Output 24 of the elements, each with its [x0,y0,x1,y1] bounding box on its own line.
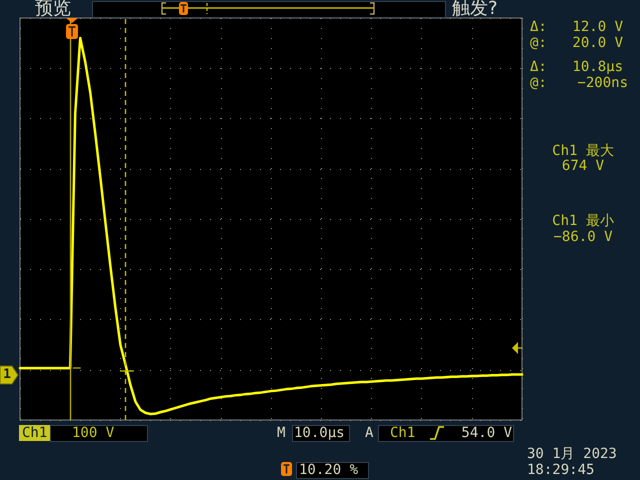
text: 54.0 V [461,425,512,441]
text: 触发? [452,0,498,19]
text: 100 V [72,425,114,441]
text: @: [530,75,547,91]
text: −86.0 V [553,229,613,245]
text: 20.0 V [572,35,623,51]
text: 30 1月 2023 [527,446,617,462]
text: Δ: [530,59,547,75]
text: Ch1 最小 [552,213,614,229]
text: Ch1 最大 [552,143,614,159]
text: −200ns [577,75,628,91]
text: 674 V [562,158,604,174]
text: Δ: [530,19,547,35]
text: 1 [3,367,11,383]
text: @: [530,35,547,51]
text: 18:29:45 [527,462,594,478]
text: 10.8µs [572,59,623,75]
text: 12.0 V [572,19,623,35]
text: M [277,425,286,441]
text: 10.20 % [299,462,358,478]
text: A [365,425,374,441]
text: Ch1 [19,425,50,441]
text: 10.0µs [294,425,345,441]
text: Ch1 [390,425,416,441]
